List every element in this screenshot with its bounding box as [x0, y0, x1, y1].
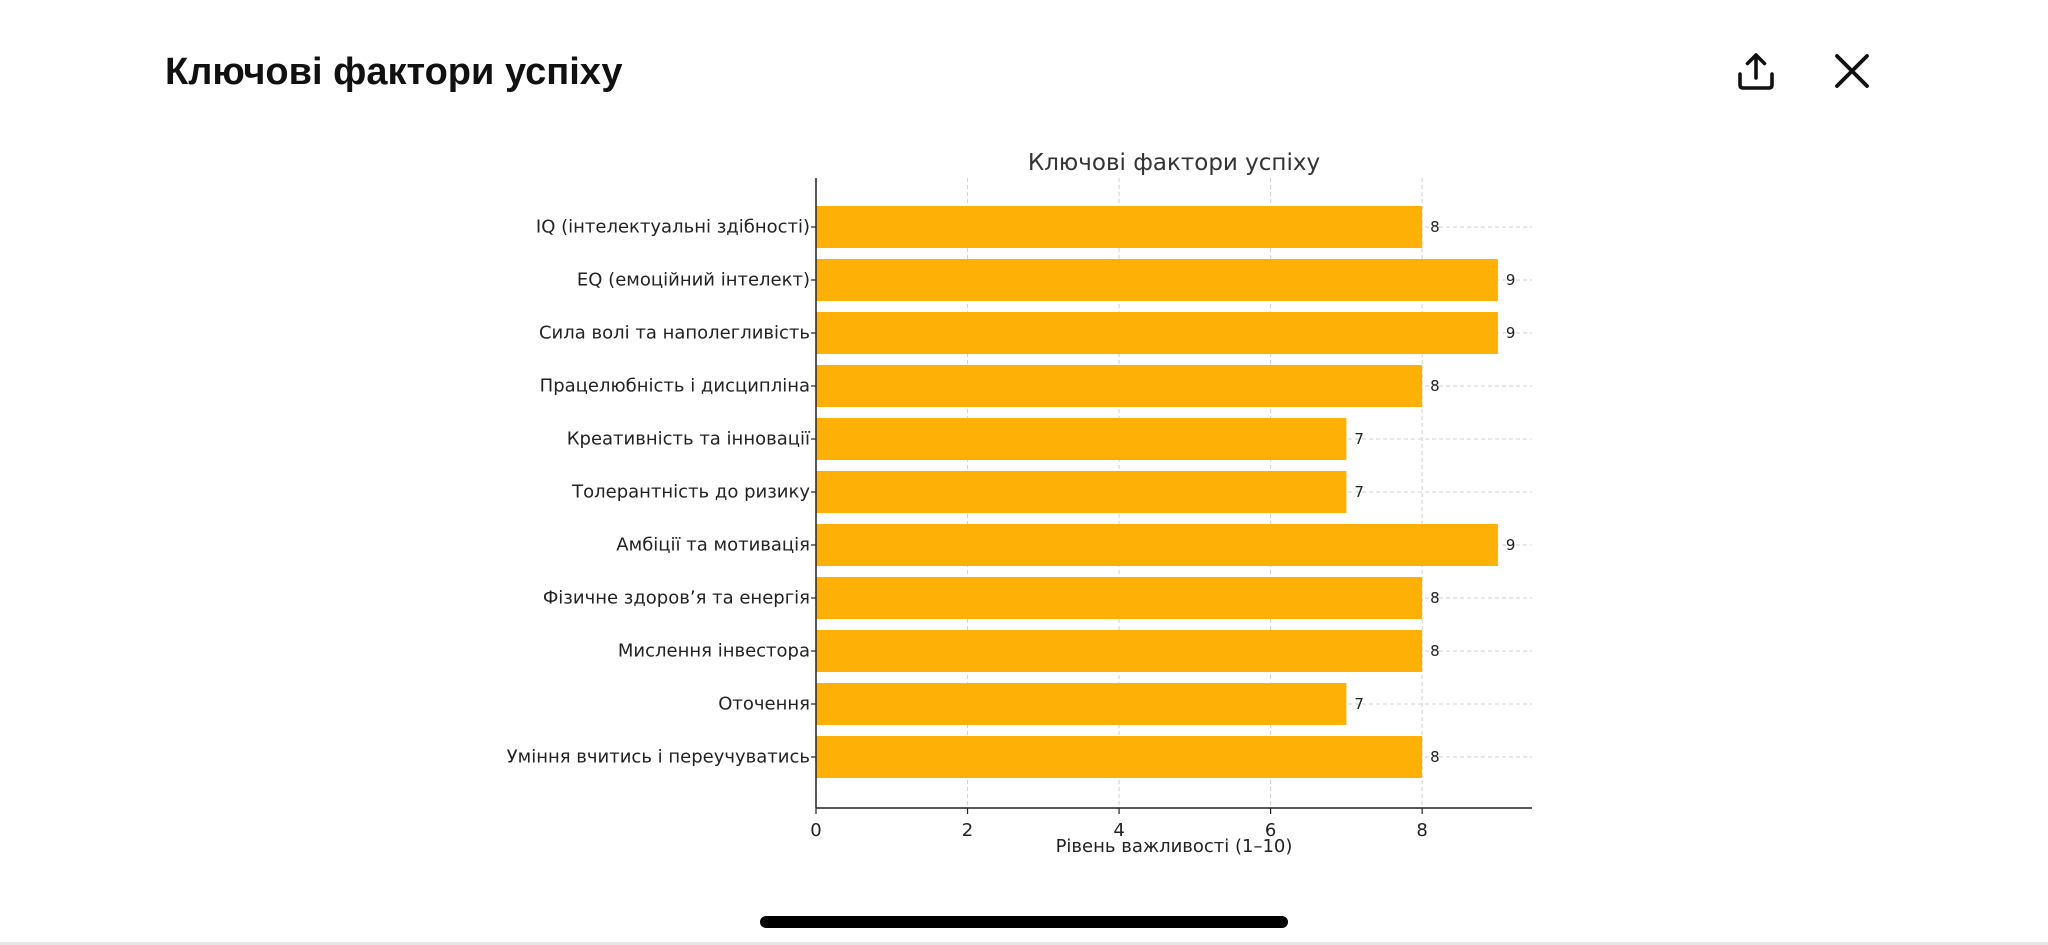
- bar: [816, 418, 1347, 460]
- bar: [816, 577, 1423, 619]
- bar: [816, 365, 1423, 407]
- bar: [816, 312, 1498, 354]
- home-indicator[interactable]: [760, 916, 1288, 928]
- category-label: Толерантність до ризику: [571, 482, 810, 503]
- x-axis-label: Рівень важливості (1–10): [1056, 836, 1293, 857]
- data-label: 8: [1430, 218, 1440, 236]
- category-label: Працелюбність і дисципліна: [540, 376, 810, 397]
- close-icon: [1835, 54, 1869, 88]
- bars: [816, 206, 1498, 778]
- category-label: EQ (емоційний інтелект): [577, 270, 810, 291]
- category-label: IQ (інтелектуальні здібності): [536, 217, 810, 238]
- category-label: Сила волі та наполегливість: [539, 323, 810, 344]
- x-tick-label: 6: [1265, 820, 1276, 841]
- category-label: Уміння вчитись і переучуватись: [507, 747, 810, 768]
- data-label: 7: [1354, 430, 1364, 448]
- x-tick-label: 2: [962, 820, 973, 841]
- bar: [816, 471, 1347, 513]
- bar: [816, 630, 1423, 672]
- close-button[interactable]: [1824, 43, 1880, 99]
- data-label: 8: [1430, 748, 1440, 766]
- data-label: 8: [1430, 589, 1440, 607]
- page-title: Ключові фактори успіху: [165, 51, 623, 93]
- x-tick-label: 4: [1113, 820, 1124, 841]
- x-tick-label: 8: [1416, 820, 1427, 841]
- data-label: 8: [1430, 377, 1440, 395]
- bar: [816, 736, 1423, 778]
- data-label: 9: [1506, 271, 1516, 289]
- bar: [816, 206, 1423, 248]
- data-label: 8: [1430, 642, 1440, 660]
- data-label: 7: [1354, 483, 1364, 501]
- share-button[interactable]: [1728, 43, 1784, 99]
- bottom-divider: [0, 942, 2048, 945]
- bar: [816, 524, 1498, 566]
- x-tick-label: 0: [810, 820, 821, 841]
- data-label: 9: [1506, 536, 1516, 554]
- share-icon: [1738, 53, 1774, 90]
- category-label: Оточення: [718, 694, 810, 715]
- bar: [816, 259, 1498, 301]
- data-label: 9: [1506, 324, 1516, 342]
- category-label: Креативність та інновації: [567, 429, 811, 450]
- labels: IQ (інтелектуальні здібності) 8 EQ (емоцій…: [507, 150, 1516, 857]
- bar: [816, 683, 1347, 725]
- category-label: Мислення інвестора: [618, 641, 810, 662]
- axes: [811, 178, 1532, 814]
- category-label: Амбіції та мотивація: [616, 535, 810, 556]
- data-label: 7: [1354, 695, 1364, 713]
- chart-title: Ключові фактори успіху: [1028, 150, 1320, 176]
- category-label: Фізичне здоров’я та енергія: [543, 588, 810, 609]
